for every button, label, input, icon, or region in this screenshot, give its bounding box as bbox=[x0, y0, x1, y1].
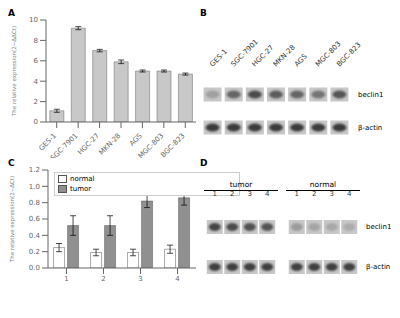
svg-text:MKN-28: MKN-28 bbox=[272, 43, 297, 68]
html-text:A: A bbox=[8, 8, 15, 18]
svg-text:2: 2 bbox=[101, 275, 105, 283]
html-text:D: D bbox=[200, 158, 208, 168]
svg-text:SGC-7901: SGC-7901 bbox=[49, 132, 79, 158]
svg-text:8: 8 bbox=[34, 37, 38, 45]
svg-text:1: 1 bbox=[295, 191, 299, 198]
html-text:C: C bbox=[8, 158, 15, 168]
svg-text:BGC-823: BGC-823 bbox=[335, 41, 362, 68]
html-text:normal: normal bbox=[309, 180, 337, 189]
svg-text:AGS: AGS bbox=[293, 52, 309, 68]
svg-text:0.4: 0.4 bbox=[29, 232, 41, 240]
svg-text:1.2: 1.2 bbox=[29, 166, 40, 174]
svg-text:4: 4 bbox=[175, 275, 180, 283]
svg-text:4: 4 bbox=[265, 191, 270, 198]
svg-text:10: 10 bbox=[29, 16, 38, 24]
svg-text:MKN-28: MKN-28 bbox=[97, 132, 122, 157]
html-text:tumor: tumor bbox=[229, 180, 253, 189]
svg-text:0.0: 0.0 bbox=[29, 264, 40, 272]
svg-text:beclin1: beclin1 bbox=[366, 223, 391, 231]
svg-text:beclin1: beclin1 bbox=[358, 91, 383, 99]
svg-text:HGC-27: HGC-27 bbox=[76, 132, 101, 157]
svg-text:SGC-7901: SGC-7901 bbox=[229, 37, 260, 69]
svg-text:The relative expression(2−ΔΔCt: The relative expression(2−ΔΔCt) bbox=[11, 26, 18, 117]
svg-text:3: 3 bbox=[138, 275, 142, 283]
svg-text:0.6: 0.6 bbox=[29, 215, 41, 223]
svg-text:AGS: AGS bbox=[128, 131, 144, 147]
svg-text:GES-1: GES-1 bbox=[208, 48, 229, 69]
svg-text:2: 2 bbox=[230, 191, 234, 198]
svg-text:0.8: 0.8 bbox=[29, 199, 40, 207]
svg-text:BGC-823: BGC-823 bbox=[159, 132, 186, 158]
svg-text:1: 1 bbox=[64, 275, 68, 283]
svg-text:β-actin: β-actin bbox=[358, 124, 382, 132]
svg-text:β-actin: β-actin bbox=[366, 263, 390, 271]
svg-text:4: 4 bbox=[347, 191, 352, 198]
svg-text:0.2: 0.2 bbox=[29, 248, 40, 256]
svg-text:HGC-27: HGC-27 bbox=[251, 44, 276, 69]
svg-text:6: 6 bbox=[34, 57, 39, 65]
html-text:B: B bbox=[200, 8, 207, 18]
svg-text:2: 2 bbox=[312, 191, 316, 198]
html-text:tumor: tumor bbox=[70, 185, 92, 193]
svg-text:0: 0 bbox=[34, 118, 38, 126]
svg-text:3: 3 bbox=[330, 191, 334, 198]
svg-text:4: 4 bbox=[34, 78, 39, 86]
svg-text:MGC-803: MGC-803 bbox=[314, 40, 343, 69]
svg-text:3: 3 bbox=[248, 191, 252, 198]
svg-text:The relative expression(2−ΔCt): The relative expression(2−ΔCt) bbox=[9, 176, 16, 263]
svg-text:GES-1: GES-1 bbox=[37, 131, 59, 153]
svg-text:2: 2 bbox=[34, 98, 38, 106]
svg-text:1.0: 1.0 bbox=[29, 183, 40, 191]
svg-text:1: 1 bbox=[213, 191, 217, 198]
html-text:normal: normal bbox=[70, 175, 95, 183]
